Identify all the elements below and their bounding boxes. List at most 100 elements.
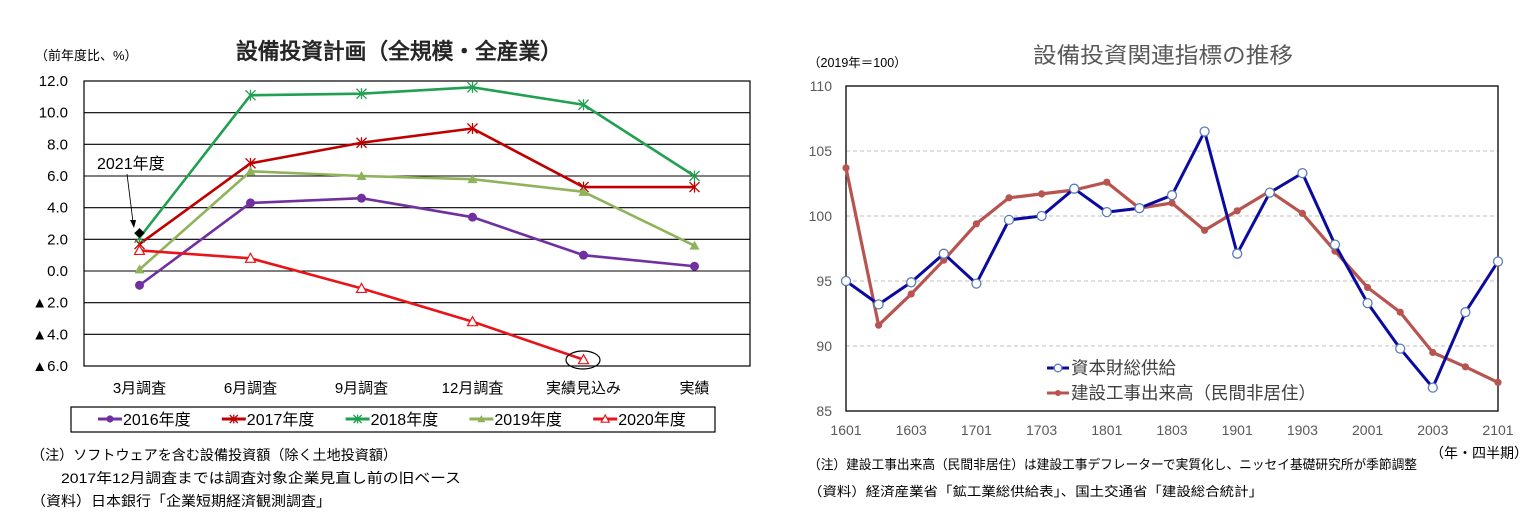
data-point	[578, 99, 589, 111]
right-y-axis-unit: （2019年＝100）	[808, 56, 907, 70]
y-tick-label: 4.0	[47, 200, 68, 217]
data-point	[1134, 203, 1145, 214]
right-source-note: （資料）経済産業省「鉱工業総供給表」、国土交通省「建設総合統計」	[808, 484, 1263, 499]
y-tick-label: 8.0	[47, 136, 68, 153]
legend-item: 2016年度	[98, 411, 191, 429]
y-tick-label: ▲4.0	[32, 326, 68, 343]
data-point	[1199, 126, 1210, 137]
data-point	[1264, 187, 1275, 198]
left-y-axis: 12.0 10.0 8.0 6.0 4.0 2.0 0.0 ▲2.0 ▲4.0 ▲6.0	[32, 73, 68, 375]
y-tick-label: 95	[816, 273, 832, 289]
data-point	[906, 277, 917, 288]
left-y-axis-unit: （前年度比、%）	[35, 48, 138, 63]
data-point	[1297, 167, 1308, 179]
data-point	[1364, 283, 1372, 292]
left-plot-border	[83, 80, 751, 367]
left-chart-title: 設備投資計画（全規模・全産業）	[236, 39, 562, 64]
left-series-group	[133, 81, 700, 365]
y-tick-label: 6.0	[47, 168, 68, 185]
y-tick-label: ▲2.0	[32, 295, 68, 312]
data-point	[842, 164, 850, 172]
x-tick-label: 3月調査	[113, 380, 166, 397]
data-point	[135, 280, 144, 290]
data-point	[1166, 190, 1178, 201]
data-point	[1201, 226, 1209, 234]
data-point	[578, 186, 589, 196]
y-tick-label: 90	[816, 338, 832, 354]
series-3	[134, 166, 700, 274]
data-point	[466, 315, 479, 327]
data-point	[1103, 178, 1111, 186]
legend-item: 資本財総供給	[1047, 358, 1176, 378]
data-point	[245, 89, 256, 101]
data-point	[971, 278, 982, 289]
x-tick-label: 9月調査	[335, 380, 388, 397]
data-point	[1038, 190, 1046, 198]
x-tick-label: 6月調査	[224, 380, 277, 397]
legend-label: 資本財総供給	[1071, 358, 1176, 378]
legend-marker	[477, 415, 486, 423]
data-point	[1069, 183, 1080, 194]
annotation-leader-line	[126, 173, 134, 223]
right-chart: 設備投資関連指標の推移 （2019年＝100） 110105100959085 …	[808, 43, 1528, 499]
data-point	[134, 228, 145, 238]
x-tick-label: 実績見込み	[546, 380, 621, 397]
legend-label: 建設工事出来高（民間非居住）	[1071, 383, 1316, 403]
data-point	[468, 212, 477, 222]
data-point	[467, 174, 478, 184]
data-point	[972, 220, 981, 228]
data-point	[1298, 209, 1306, 217]
data-point	[577, 353, 590, 365]
data-point	[467, 123, 478, 134]
x-tick-label: 2101	[1482, 422, 1513, 438]
data-point	[1101, 206, 1112, 218]
data-point	[356, 137, 367, 149]
legend-item: 2020年度	[593, 411, 686, 429]
y-tick-label: 10.0	[39, 105, 68, 122]
x-tick-label: 1901	[1222, 422, 1253, 438]
series-line	[138, 86, 696, 239]
series-line	[138, 127, 695, 246]
legend-marker	[106, 415, 114, 423]
right-gridlines	[846, 150, 1498, 347]
data-point	[689, 170, 700, 182]
data-point	[907, 290, 915, 298]
data-point	[356, 88, 367, 100]
right-series-group	[840, 126, 1504, 393]
left-note-2: 2017年12月調査までは調査対象企業見直し前の旧ベース	[61, 470, 461, 486]
legend-marker	[1053, 363, 1063, 373]
right-y-axis: 110 105 100 95 90 85	[809, 78, 833, 419]
data-point	[690, 261, 699, 271]
legend-label: 2016年度	[123, 411, 191, 429]
x-tick-label: 12月調査	[442, 380, 504, 397]
data-point	[355, 282, 368, 294]
legend-label: 2017年度	[247, 411, 315, 429]
y-tick-label: 105	[809, 143, 833, 159]
series-2	[134, 81, 700, 244]
legend-label: 2020年度	[618, 411, 686, 429]
data-point	[1427, 382, 1438, 393]
data-point	[873, 299, 884, 310]
data-point	[357, 193, 366, 203]
data-point	[1492, 256, 1504, 267]
legend-label: 2019年度	[494, 411, 562, 429]
data-point	[1003, 214, 1015, 226]
series-5	[134, 228, 145, 238]
data-point	[245, 166, 256, 176]
data-point	[1461, 363, 1469, 371]
data-point	[689, 181, 700, 193]
series-0	[840, 126, 1504, 393]
legend-label: 2018年度	[371, 411, 439, 429]
legend-marker	[229, 414, 239, 424]
highlight-ellipse	[565, 350, 601, 370]
x-tick-label: 実績	[679, 380, 709, 397]
left-x-axis: 3月調査 6月調査 9月調査 12月調査 実績見込み 実績	[113, 380, 710, 397]
data-point	[1036, 210, 1047, 222]
x-tick-label: 1603	[896, 422, 927, 438]
data-point	[244, 252, 257, 263]
x-tick-label: 1801	[1091, 422, 1122, 438]
data-point	[1494, 378, 1502, 386]
x-tick-label: 1803	[1156, 422, 1187, 438]
x-tick-label: 2001	[1352, 422, 1383, 438]
